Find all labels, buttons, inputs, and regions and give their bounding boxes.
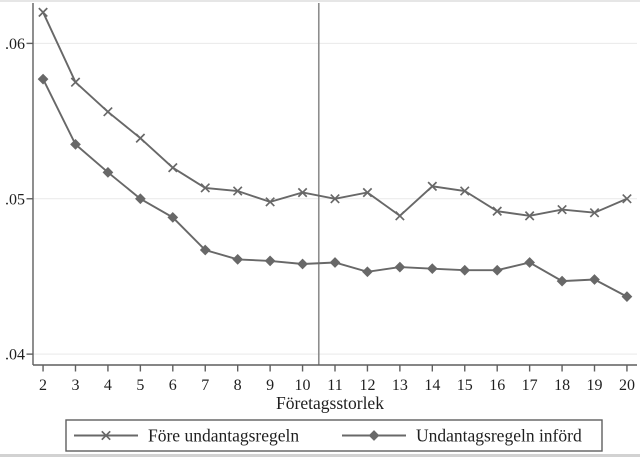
series-line [42,11,628,218]
x-tick-label: 2 [39,377,47,394]
x-marker-icon [101,430,111,441]
diamond-marker-icon [135,193,146,205]
diamond-marker-icon [362,266,373,278]
x-marker-icon [168,162,178,173]
diamond-marker-icon [556,275,568,287]
diamond-marker-icon [70,139,81,150]
diamond-marker-icon [329,257,341,268]
y-tick-label: .04 [5,347,25,364]
legend-border [65,419,603,452]
diamond-marker-icon [426,263,438,275]
axes: .04 .05 .06 2 3 4 5 6 7 8 9 10 11 12 13 14 15 16 17 18 19 20 [5,3,637,394]
page-edge-top [0,0,640,2]
x-tick-label: 8 [234,377,242,394]
legend-label-before: Före undantagsregeln [148,426,299,446]
diamond-marker-icon [524,257,535,268]
x-tick-label: 19 [587,377,603,394]
x-marker-icon [103,106,113,117]
diamond-marker-icon [199,244,211,256]
x-tick-label: 15 [457,377,473,394]
legend-label-after: Undantagsregeln införd [416,426,582,446]
x-marker-icon [265,197,275,207]
x-marker-icon [492,206,502,216]
x-marker-icon [135,133,146,143]
diamond-marker-icon [232,253,244,265]
x-marker-icon [70,77,81,88]
x-tick-label: 12 [359,377,375,394]
x-marker-icon [557,204,567,215]
diamond-marker-icon [37,73,49,85]
page-edge-bottom [0,454,640,457]
x-marker-icon [232,186,243,196]
diamond-marker-icon [297,258,308,270]
x-tick-label: 14 [424,377,440,394]
x-marker-icon [589,207,600,218]
y-tick-label: .05 [5,191,25,208]
x-marker-icon [297,187,308,198]
x-marker-icon [200,183,211,193]
x-marker-icon [330,193,340,204]
x-tick-label: 5 [136,377,144,394]
x-tick-label: 18 [554,377,570,394]
data-series [37,7,633,303]
x-tick-label: 16 [489,377,505,394]
x-marker-icon [427,181,438,192]
diamond-marker-icon [102,166,114,178]
x-tick-label: 4 [104,377,112,394]
x-marker-icon [362,187,373,198]
diamond-marker-icon [394,261,406,273]
x-tick-label: 9 [266,377,274,394]
x-tick-label: 7 [201,377,209,394]
diamond-marker-icon [491,264,503,276]
x-tick-label: 20 [619,377,635,394]
x-marker-icon [622,193,632,204]
y-tick-label: .06 [5,36,25,53]
x-marker-icon [459,186,470,196]
x-marker-icon [524,211,535,221]
x-tick-label: 6 [169,377,177,394]
diamond-marker-icon [264,255,276,267]
diamond-marker-icon [621,291,633,303]
diamond-marker-icon [368,430,380,441]
x-axis-title: Företagsstorlek [276,393,384,413]
x-tick-label: 3 [71,377,79,394]
x-marker-icon [395,211,405,221]
legend: Före undantagsregeln Undantagsregeln inf… [65,419,603,452]
x-marker-icon [38,7,48,18]
x-tick-label: 13 [392,377,408,394]
x-tick-label: 17 [522,377,538,394]
diamond-marker-icon [459,264,471,276]
diamond-marker-icon [167,212,179,223]
x-tick-label: 10 [295,377,311,394]
diamond-marker-icon [589,274,600,285]
x-tick-label: 11 [327,377,342,394]
